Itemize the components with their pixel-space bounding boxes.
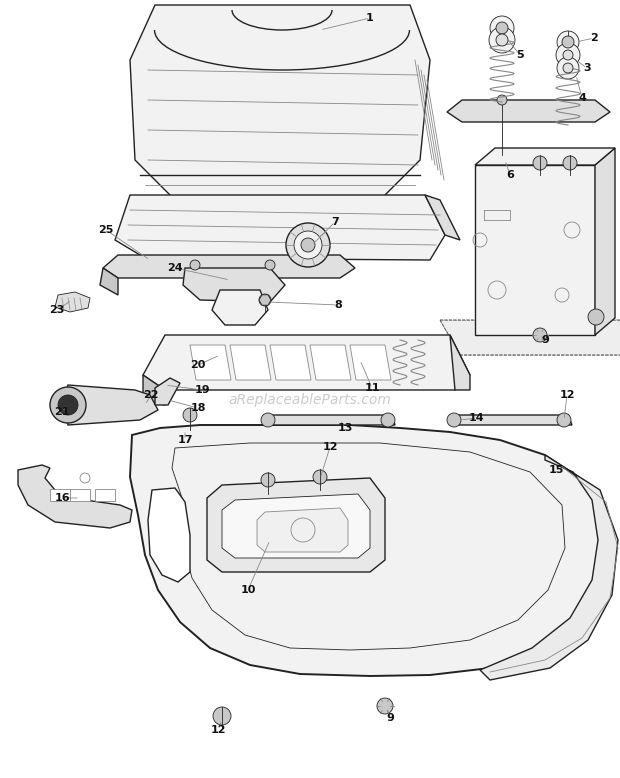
Text: 11: 11 (365, 383, 379, 393)
Text: 17: 17 (177, 435, 193, 445)
Text: 24: 24 (167, 263, 183, 273)
Polygon shape (130, 425, 605, 676)
Circle shape (294, 231, 322, 259)
Circle shape (213, 707, 231, 725)
Text: 4: 4 (578, 93, 586, 103)
Circle shape (190, 260, 200, 270)
Text: 2: 2 (590, 33, 598, 43)
Text: 22: 22 (143, 390, 159, 400)
Circle shape (533, 328, 547, 342)
Polygon shape (230, 345, 271, 380)
Polygon shape (475, 165, 595, 335)
Polygon shape (130, 5, 430, 200)
Text: 21: 21 (55, 407, 69, 417)
Polygon shape (50, 489, 70, 501)
Circle shape (286, 223, 330, 267)
Polygon shape (103, 255, 355, 278)
Circle shape (489, 27, 515, 53)
Polygon shape (222, 494, 370, 558)
Polygon shape (440, 320, 620, 355)
Polygon shape (595, 148, 615, 335)
Circle shape (496, 34, 508, 46)
Polygon shape (190, 345, 231, 380)
Circle shape (557, 57, 579, 79)
Circle shape (265, 260, 275, 270)
Polygon shape (62, 385, 158, 425)
Polygon shape (270, 345, 311, 380)
Text: 9: 9 (541, 335, 549, 345)
Text: 23: 23 (50, 305, 64, 315)
Circle shape (259, 294, 271, 306)
Circle shape (556, 43, 580, 67)
Circle shape (563, 156, 577, 170)
Text: 16: 16 (54, 493, 70, 503)
Text: aReplaceableParts.com: aReplaceableParts.com (229, 393, 391, 407)
Circle shape (261, 473, 275, 487)
Polygon shape (55, 292, 90, 312)
Circle shape (447, 413, 461, 427)
Text: 15: 15 (548, 465, 564, 475)
Text: 6: 6 (506, 170, 514, 180)
Text: 14: 14 (469, 413, 485, 423)
Text: 8: 8 (334, 300, 342, 310)
Text: 13: 13 (337, 423, 353, 433)
Text: 7: 7 (331, 217, 339, 227)
Text: 10: 10 (241, 585, 255, 595)
Text: 1: 1 (366, 13, 374, 23)
Polygon shape (18, 465, 132, 528)
Text: 25: 25 (99, 225, 113, 235)
Circle shape (557, 413, 571, 427)
Polygon shape (447, 100, 610, 122)
Polygon shape (257, 508, 348, 552)
Polygon shape (350, 345, 391, 380)
Circle shape (490, 16, 514, 40)
Circle shape (497, 95, 507, 105)
Polygon shape (155, 378, 180, 405)
Polygon shape (143, 375, 165, 405)
Polygon shape (148, 488, 190, 582)
Circle shape (183, 408, 197, 422)
Polygon shape (450, 335, 470, 390)
Polygon shape (480, 455, 618, 680)
Polygon shape (70, 489, 90, 501)
Polygon shape (183, 268, 285, 302)
Text: 3: 3 (583, 63, 591, 73)
Polygon shape (100, 268, 118, 295)
Polygon shape (212, 290, 268, 325)
Circle shape (58, 395, 78, 415)
Circle shape (563, 63, 573, 73)
Circle shape (50, 387, 86, 423)
Polygon shape (450, 415, 572, 425)
Text: 12: 12 (210, 725, 226, 735)
Circle shape (588, 309, 604, 325)
Polygon shape (310, 345, 351, 380)
Circle shape (261, 413, 275, 427)
Polygon shape (264, 415, 395, 425)
Text: 12: 12 (559, 390, 575, 400)
Text: 18: 18 (190, 403, 206, 413)
Polygon shape (425, 195, 460, 240)
Circle shape (377, 698, 393, 714)
Text: 19: 19 (194, 385, 210, 395)
Polygon shape (143, 335, 470, 390)
Circle shape (381, 413, 395, 427)
Circle shape (301, 238, 315, 252)
Polygon shape (95, 489, 115, 501)
Circle shape (557, 31, 579, 53)
Text: 9: 9 (386, 713, 394, 723)
Circle shape (313, 470, 327, 484)
Polygon shape (207, 478, 385, 572)
Text: 12: 12 (322, 442, 338, 452)
Text: 20: 20 (190, 360, 206, 370)
Polygon shape (115, 195, 445, 260)
Circle shape (533, 156, 547, 170)
Polygon shape (475, 148, 615, 165)
Text: 5: 5 (516, 50, 524, 60)
Circle shape (562, 36, 574, 48)
Circle shape (496, 22, 508, 34)
Polygon shape (259, 295, 271, 305)
Circle shape (563, 50, 573, 60)
